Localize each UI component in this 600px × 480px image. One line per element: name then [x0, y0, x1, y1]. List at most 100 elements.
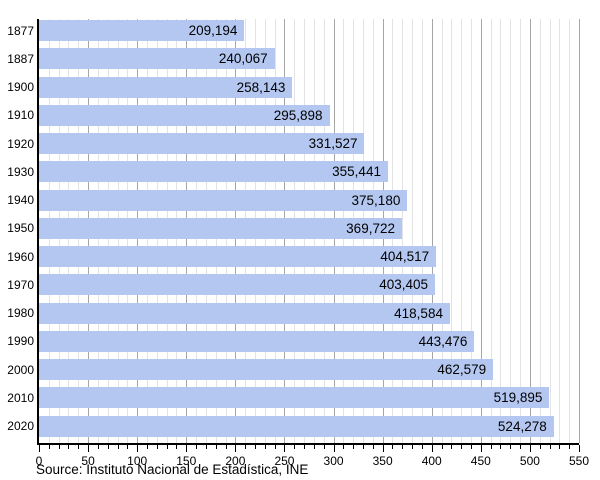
gridline-major [480, 19, 482, 443]
y-axis-label: 1930 [7, 164, 34, 179]
x-tick-minor [117, 445, 119, 449]
bar-1990: 443,476 [39, 330, 475, 352]
bar-value-label: 462,579 [437, 362, 487, 378]
gridline-minor [451, 19, 453, 443]
x-axis-line [37, 443, 579, 445]
gridline-minor [549, 19, 551, 443]
y-axis-label: 2000 [7, 362, 34, 377]
x-tick-minor [323, 445, 325, 449]
y-axis-label: 2010 [7, 390, 34, 405]
gridline-minor [510, 19, 512, 443]
x-tick-minor [412, 445, 414, 449]
bar-value-label: 369,722 [346, 220, 395, 236]
x-tick-minor [353, 445, 355, 449]
x-axis-label: 50 [81, 454, 95, 468]
x-tick-minor [549, 445, 551, 449]
gridline-minor [500, 19, 502, 443]
x-axis-label: 300 [323, 454, 344, 468]
x-tick-minor [451, 445, 453, 449]
x-tick-major [284, 445, 286, 452]
x-tick-major [529, 445, 531, 452]
x-tick-major [235, 445, 237, 452]
x-tick-minor [510, 445, 512, 449]
x-axis-label: 150 [176, 454, 197, 468]
bar-value-label: 295,898 [273, 107, 323, 123]
y-axis-label: 1960 [7, 249, 34, 264]
x-tick-minor [392, 445, 394, 449]
bar-1980: 418,584 [39, 302, 450, 324]
x-tick-minor [147, 445, 148, 449]
x-axis-label: 0 [35, 454, 43, 468]
x-tick-minor [294, 445, 296, 449]
gridline-minor [402, 19, 404, 443]
x-axis-label: 250 [274, 454, 295, 468]
x-tick-minor [500, 445, 502, 449]
x-tick-minor [343, 445, 345, 449]
bar-value-label: 209,194 [188, 23, 238, 38]
plot-area: 209,194 240,067 258,143 295,898 331,527 355,4… [36, 19, 589, 467]
x-tick-minor [97, 445, 99, 449]
x-tick-minor [372, 445, 374, 449]
x-tick-minor [569, 445, 571, 449]
y-axis-label: 1940 [7, 193, 34, 208]
x-axis-label: 200 [225, 454, 246, 468]
gridline-minor [569, 19, 571, 443]
y-axis-label: 1980 [7, 306, 34, 321]
gridline-minor [539, 19, 541, 443]
x-tick-minor [196, 445, 198, 449]
bar-1900: 258,143 [39, 76, 293, 98]
x-tick-minor [58, 445, 60, 449]
x-tick-minor [127, 445, 129, 449]
gridline-minor [559, 19, 561, 443]
x-axis-label: 550 [568, 454, 590, 468]
bar-1910: 295,898 [39, 104, 330, 126]
y-axis-label: 1877 [7, 23, 34, 38]
x-tick-minor [225, 445, 227, 449]
x-tick-minor [304, 445, 306, 449]
x-tick-minor [421, 445, 423, 449]
x-tick-minor [490, 445, 492, 449]
x-tick-minor [156, 445, 158, 449]
bar-1887: 240,067 [39, 48, 275, 70]
x-axis-label: 350 [372, 454, 393, 468]
bar-value-label: 404,517 [380, 249, 430, 265]
x-tick-minor [274, 445, 276, 449]
x-tick-minor [471, 445, 472, 449]
x-tick-major [333, 445, 335, 452]
x-tick-major [137, 445, 139, 452]
bar-1950: 369,722 [39, 217, 402, 239]
x-tick-minor [539, 445, 541, 449]
bar-1920: 331,527 [39, 133, 365, 155]
x-tick-minor [205, 445, 207, 449]
x-tick-major [39, 445, 40, 452]
x-tick-minor [461, 445, 463, 449]
x-tick-major [431, 445, 433, 452]
y-axis-label: 1950 [7, 221, 34, 236]
x-tick-major [480, 445, 482, 452]
bar-value-label: 375,180 [351, 192, 401, 208]
x-tick-major [579, 445, 580, 452]
x-tick-minor [255, 445, 256, 449]
x-tick-minor [313, 445, 315, 449]
bar-2020: 524,278 [39, 415, 554, 437]
x-tick-minor [402, 445, 404, 449]
x-tick-major [382, 445, 384, 452]
y-axis-label: 2020 [7, 419, 34, 434]
gridline-minor [461, 19, 463, 443]
gridline-minor [471, 19, 472, 443]
y-axis-label: 1910 [7, 108, 34, 123]
bar-value-label: 418,584 [394, 305, 443, 321]
x-axis-label: 100 [127, 454, 148, 468]
y-axis-label: 1920 [7, 136, 34, 151]
x-tick-minor [166, 445, 168, 449]
bar-value-label: 519,895 [493, 390, 543, 406]
x-tick-major [88, 445, 90, 452]
gridline-minor [520, 19, 522, 443]
bar-1877: 209,194 [39, 20, 245, 41]
bar-value-label: 331,527 [308, 136, 358, 152]
bar-value-label: 258,143 [236, 79, 286, 95]
bar-1970: 403,405 [39, 274, 436, 296]
x-axis-label: 450 [470, 454, 491, 468]
x-tick-minor [176, 445, 178, 449]
x-tick-minor [441, 445, 443, 449]
